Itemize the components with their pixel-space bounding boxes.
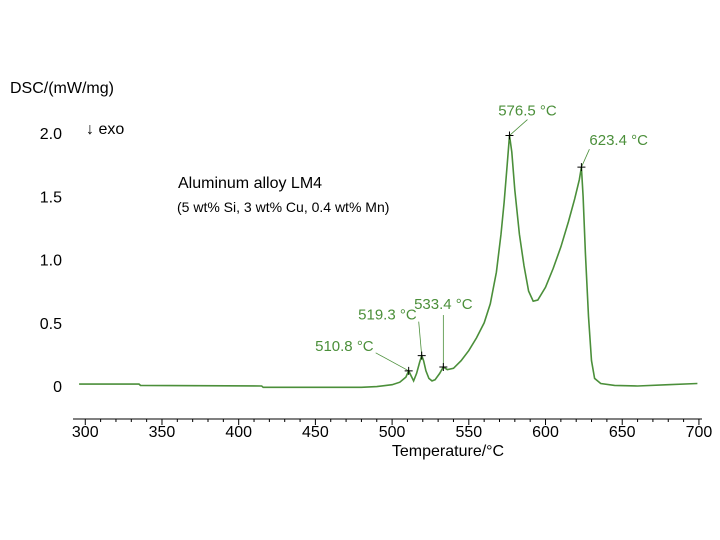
annotation-leader bbox=[375, 352, 409, 372]
x-axis-ticks: 300 350 400 450 500 550 600 650 700 bbox=[72, 419, 712, 441]
x-tick-label: 550 bbox=[455, 424, 482, 441]
x-tick-label: 400 bbox=[225, 424, 252, 441]
x-tick-label: 700 bbox=[686, 424, 713, 441]
peak-label: 519.3 °C bbox=[358, 307, 417, 324]
dsc-series-line bbox=[79, 135, 698, 389]
peak-label: 533.4 °C bbox=[414, 296, 473, 313]
peak-marker bbox=[439, 363, 448, 372]
exo-label: ↓ exo bbox=[86, 121, 124, 138]
x-tick-label: 300 bbox=[72, 424, 99, 441]
y-tick-label: 0.5 bbox=[40, 316, 62, 333]
x-tick-label: 650 bbox=[609, 424, 636, 441]
peak-marker bbox=[505, 131, 514, 140]
y-tick-label: 1.5 bbox=[40, 189, 62, 206]
y-axis-ticks: 0 0.5 1.0 1.5 2.0 bbox=[40, 126, 62, 396]
peak-marker bbox=[404, 366, 413, 375]
x-tick-label: 450 bbox=[302, 424, 329, 441]
sample-composition: (5 wt% Si, 3 wt% Cu, 0.4 wt% Mn) bbox=[177, 199, 389, 215]
x-axis-title: Temperature/°C bbox=[392, 443, 504, 460]
peak-marker bbox=[577, 163, 586, 172]
peak-marker bbox=[417, 351, 426, 360]
annotation-leader bbox=[581, 148, 590, 168]
peak-label: 623.4 °C bbox=[589, 132, 648, 149]
y-axis-title: DSC/(mW/mg) bbox=[10, 80, 114, 97]
sample-title: Aluminum alloy LM4 bbox=[178, 175, 322, 192]
y-tick-label: 2.0 bbox=[40, 126, 62, 143]
peak-label: 510.8 °C bbox=[315, 338, 374, 355]
y-tick-label: 1.0 bbox=[40, 253, 62, 270]
x-tick-label: 350 bbox=[149, 424, 176, 441]
x-tick-label: 600 bbox=[532, 424, 559, 441]
peak-label: 576.5 °C bbox=[498, 103, 557, 120]
y-tick-label: 0 bbox=[53, 379, 62, 396]
annotation-leader bbox=[418, 321, 423, 356]
annotation-leader bbox=[509, 119, 528, 136]
x-tick-label: 500 bbox=[379, 424, 406, 441]
